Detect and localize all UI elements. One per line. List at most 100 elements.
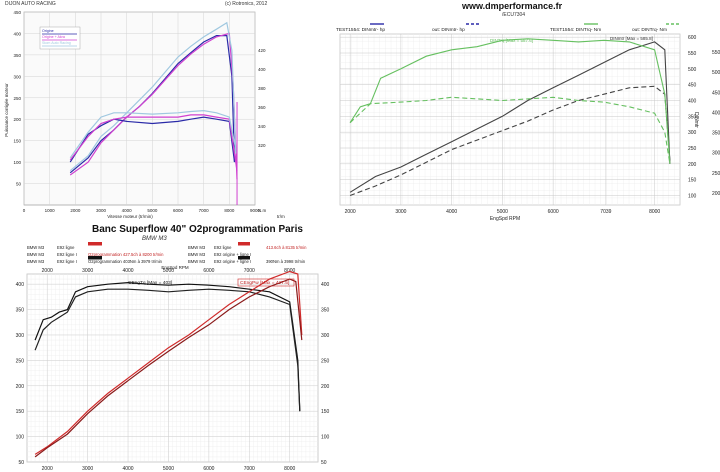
chart2-series-line	[349, 41, 671, 193]
chart1-legend-label: Origine + Akra	[42, 35, 65, 39]
chart1-y-tick-label: 450	[13, 10, 21, 15]
chart2-x-tick-label: 3000	[395, 209, 406, 215]
chart2-id-label: /ECU7304	[502, 12, 526, 18]
chart1-x-unit-label: tr/m	[277, 214, 285, 219]
chart3-legend-swatch	[88, 242, 102, 246]
chart2-svg: 2000 3000 4000 5000 6000 7039 8000 100 150 200 250…	[336, 23, 720, 222]
chart3-x-tick-label: 4000	[122, 466, 133, 472]
chart2-legend-label: out: DINmtr- hp	[432, 27, 465, 33]
chart2-y-axis-label: DINmtr	[693, 112, 699, 128]
chart1-legend-box	[39, 26, 81, 50]
chart3-x-top-tick-label: 6000	[203, 268, 214, 274]
chart1-y-tick-label: 150	[13, 139, 21, 144]
chart3-y2-tick-label: 350	[321, 308, 330, 314]
chart1-x-tick-label: 1000	[45, 208, 56, 213]
chart1-y2-unit-label: N.m	[258, 208, 267, 213]
chart3-y2-tick-label: 150	[321, 409, 330, 415]
chart2-y2-tick-label: 300	[712, 151, 720, 157]
chart2-y2-tick-label: 550	[712, 50, 720, 56]
chart3-legend-cell: E92 ligne I	[57, 252, 77, 257]
chart3-annotation-pwr: CEngPw [Max = 427.5]	[240, 280, 289, 286]
chart-dijon-panel: DIJON AUTO RACING (c) Rotronics, 2012 0 1…	[0, 0, 300, 220]
chart2-x-tick-label: 5000	[497, 209, 508, 215]
chart2-x-tick-label: 7039	[600, 209, 611, 215]
chart1-x-tick-label: 3000	[96, 208, 107, 213]
chart3-y2-tick-label: 100	[321, 435, 330, 441]
chart2-x-axis-label: EngSpd RPM	[490, 216, 520, 222]
chart1-series-line	[69, 114, 238, 171]
chart1-x-axis-label: Vitesse moteur (tr/min)	[107, 214, 153, 219]
chart3-y-tick-label: 200	[16, 384, 25, 390]
chart3-x-tick-label: 3000	[82, 466, 93, 472]
chart1-y2-tick-label: 360	[258, 105, 266, 110]
chart3-series-line	[34, 278, 303, 458]
chart2-x-tick-label: 2000	[345, 209, 356, 215]
chart3-legend-cell: BMW M3	[188, 252, 206, 257]
chart3-y2-tick-label: 300	[321, 333, 330, 339]
chart3-title: Banc Superflow 40" O2programmation Paris	[92, 224, 303, 235]
chart3-y2-tick-label: 400	[321, 282, 330, 288]
chart1-y-tick-label: 200	[13, 117, 21, 122]
chart2-y2-tick-label: 450	[712, 90, 720, 96]
chart3-x-top-tick-label: 4000	[122, 268, 133, 274]
chart2-y-tick-label: 200	[688, 162, 697, 168]
chart3-legend-cell: O2programmation 403Nm à 3979 tr/min	[88, 259, 163, 264]
chart2-y-tick-label: 450	[688, 83, 697, 89]
chart3-y-tick-label: 100	[16, 435, 25, 441]
chart2-annotation-trq: DINTrq [Max = 587.6]	[490, 38, 533, 43]
chart2-y-tick-label: 150	[688, 178, 697, 184]
chart3-legend-swatch	[238, 242, 250, 246]
chart1-series-line	[69, 116, 236, 163]
chart1-svg: 0 1000 2000 3000 4000 5000 6000 7000 8000 9000 50 1…	[4, 10, 285, 219]
chart2-y-tick-label: 350	[688, 114, 697, 120]
chart2-y2-tick-label: 250	[712, 171, 720, 177]
chart3-series-line	[34, 270, 303, 455]
chart3-x-tick-label: 5000	[163, 466, 174, 472]
chart3-x-tick-label: 8000	[284, 466, 295, 472]
chart3-legend-swatch	[88, 256, 102, 260]
chart2-y-tick-label: 400	[688, 99, 697, 105]
chart1-y-tick-label: 50	[16, 182, 22, 187]
chart3-series-line	[34, 281, 301, 412]
chart3-legend-cell: BMW M3	[188, 259, 206, 264]
chart3-legend-cell: E92 ligne	[57, 245, 75, 250]
chart1-y2-tick-label: 400	[258, 67, 266, 72]
chart1-x-tick-label: 9000	[250, 208, 261, 213]
chart1-series-line	[69, 32, 238, 180]
chart3-y-tick-label: 300	[16, 333, 25, 339]
chart1-y-tick-label: 400	[13, 31, 21, 36]
chart2-x-tick-label: 8000	[649, 209, 660, 215]
chart3-x-top-tick-label: 7000	[244, 268, 255, 274]
chart1-x-tick-label: 8000	[224, 208, 235, 213]
chart3-x-top-tick-label: 3000	[82, 268, 93, 274]
chart3-x-tick-label: 6000	[203, 466, 214, 472]
chart1-x-tick-label: 6000	[173, 208, 184, 213]
chart3-y-tick-label: 400	[16, 282, 25, 288]
chart3-legend-cell: BMW M3	[188, 245, 206, 250]
chart3-x-tick-label: 2000	[42, 466, 53, 472]
chart1-y2-tick-label: 380	[258, 86, 266, 91]
chart1-series-line	[69, 21, 237, 172]
chart2-y-tick-label: 250	[688, 146, 697, 152]
chart3-legend-cell: E92 origine + ligne I	[214, 259, 251, 264]
chart3-y2-tick-label: 200	[321, 384, 330, 390]
chart1-y-tick-label: 250	[13, 96, 21, 101]
chart2-y-tick-label: 100	[688, 194, 697, 200]
chart3-legend-cell: 413.6ch à 8135 tr/min	[266, 245, 307, 250]
chart1-header-right: (c) Rotronics, 2012	[225, 1, 268, 7]
chart3-annotation-trq: CEngTq [Max = 403]	[128, 280, 172, 286]
chart3-x-top-tick-label: 2000	[42, 268, 53, 274]
chart3-top-axis-title: EngSpd RPM	[161, 265, 189, 270]
chart3-legend-cell: E92 ligne	[214, 245, 232, 250]
chart3-legend-cell: E92 origine + ligne I	[214, 252, 251, 257]
chart2-site-title: www.dmperformance.fr	[462, 1, 563, 11]
chart1-x-tick-label: 4000	[122, 208, 133, 213]
chart1-x-tick-label: 7000	[199, 208, 210, 213]
chart3-svg: BMW M3 E92 ligne BMW M3 E92 ligne 413.6ch à …	[16, 242, 330, 472]
chart3-annotation-box	[237, 278, 295, 287]
chart1-x-tick-label: 5000	[147, 208, 158, 213]
chart1-y-tick-label: 100	[13, 160, 21, 165]
chart3-y-tick-label: 150	[16, 409, 25, 415]
chart3-legend-cell: BMW M3	[27, 252, 45, 257]
chart2-legend-label: TEST1554: DINmtr- hp	[336, 27, 385, 33]
